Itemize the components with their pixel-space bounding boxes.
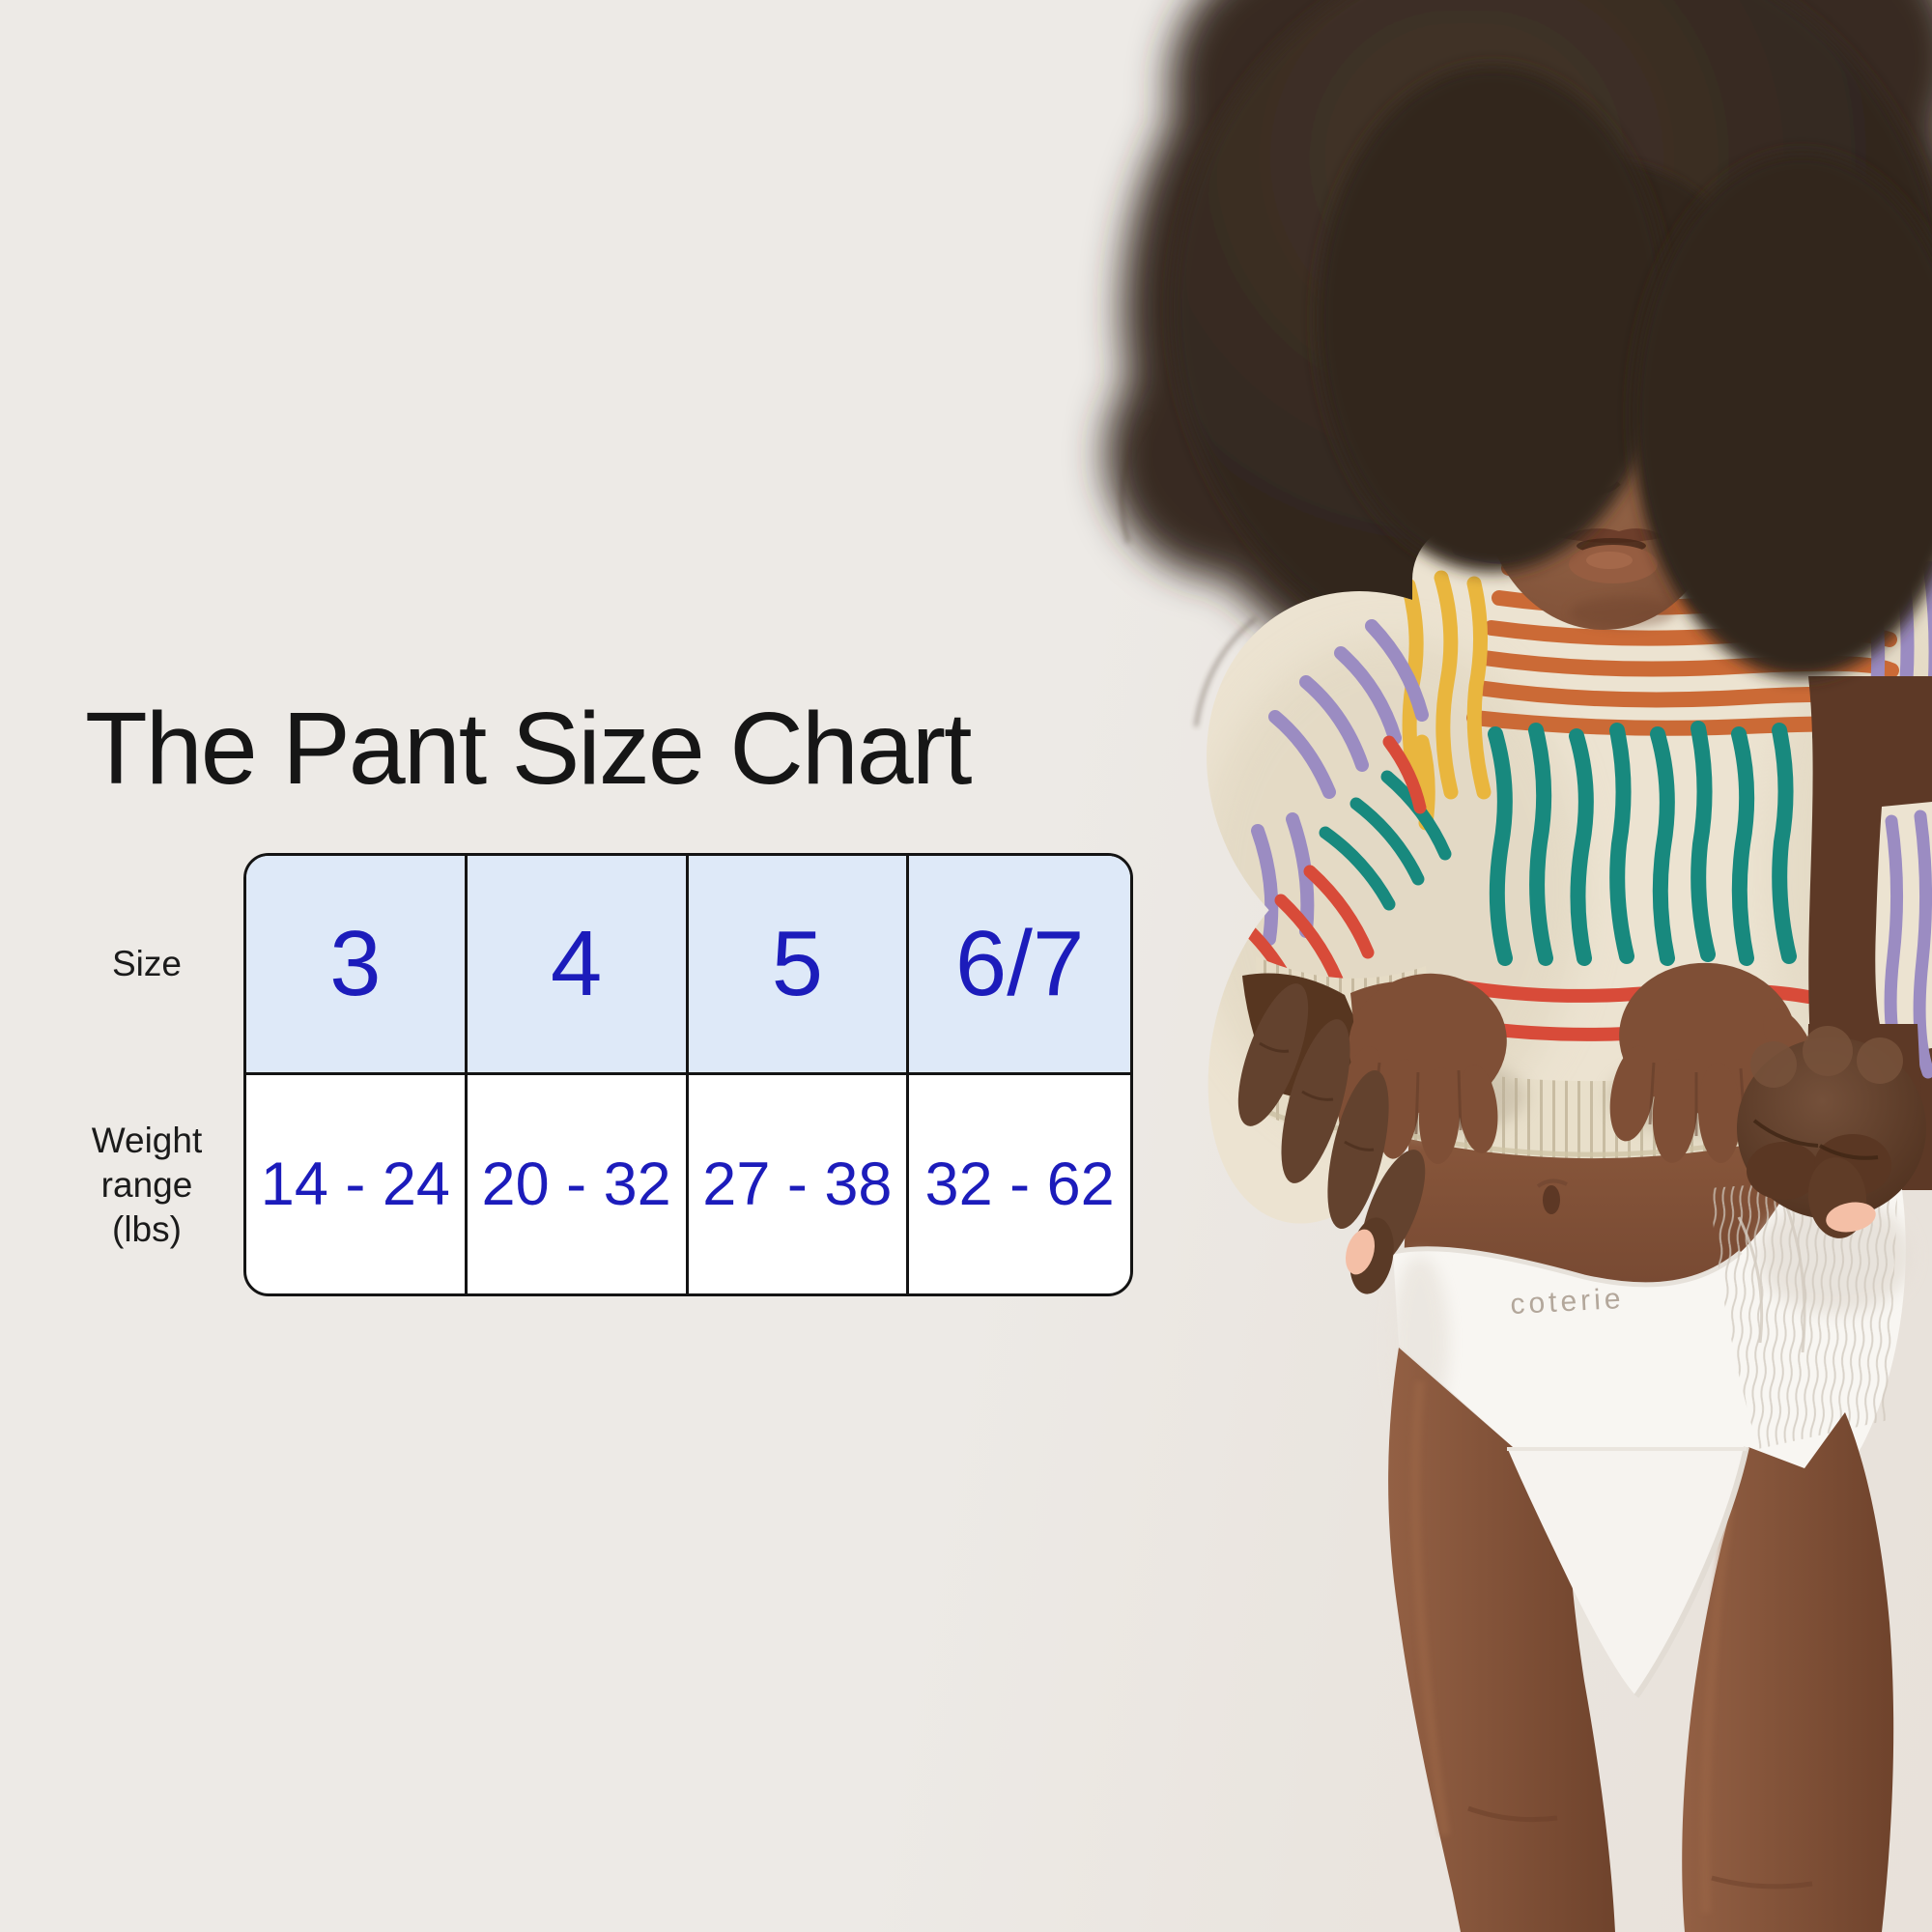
diaper-brand-text: coterie	[1510, 1283, 1626, 1321]
size-row-label: Size	[112, 943, 182, 983]
diaper-front-flap	[1507, 1446, 1749, 1698]
page-title: The Pant Size Chart	[85, 692, 972, 807]
adult-fist-right	[1737, 1024, 1926, 1238]
teal-stripes	[1488, 721, 1836, 966]
weight-row-label: Weight range (lbs)	[91, 1121, 203, 1249]
weight-cell-4: 32 - 62	[924, 1150, 1115, 1218]
size-cell-6-7: 6/7	[909, 856, 1130, 1075]
hair-locks	[1317, 66, 1932, 678]
weight-cell-2: 20 - 32	[468, 1074, 689, 1293]
size-cell-5: 5	[688, 856, 910, 1075]
weight-cell-3: 27 - 38	[689, 1074, 910, 1293]
diaper: coterie	[1391, 1120, 1913, 1472]
adult-hand-left	[1237, 983, 1426, 1294]
size-cell-4: 4	[467, 856, 689, 1075]
weight-cell-1: 14 - 24	[246, 1074, 468, 1293]
fingernail	[1826, 1202, 1876, 1233]
navel	[1543, 1185, 1560, 1214]
size-chart-table: 3 4 5 6/7 14 - 24 20 - 32 27 - 38 32 - 6…	[243, 853, 1133, 1296]
size-cell-3: 3	[246, 856, 468, 1075]
fingernail	[1346, 1229, 1375, 1275]
